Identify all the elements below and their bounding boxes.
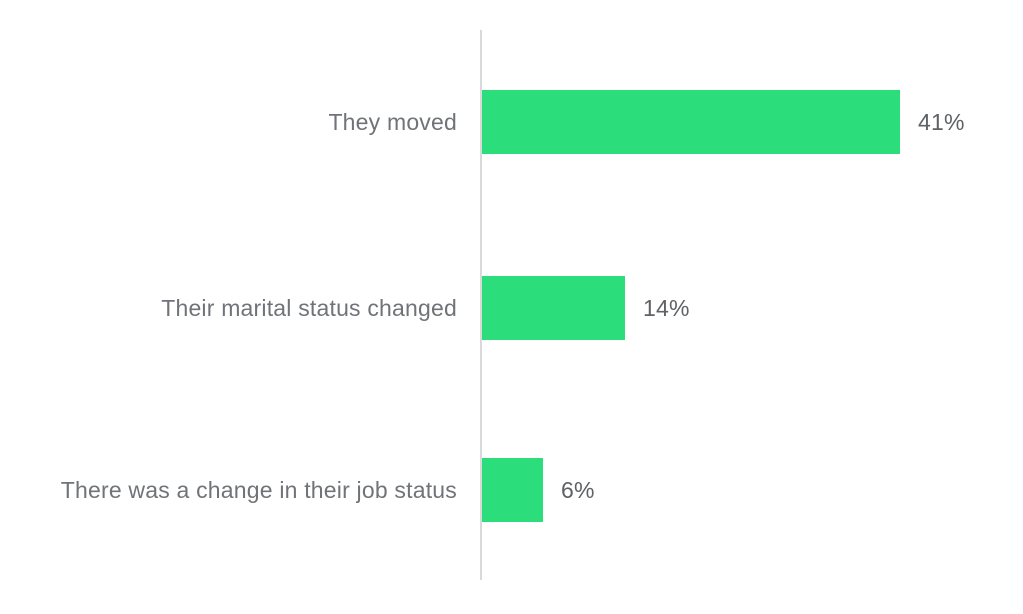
category-label: There was a change in their job status	[60, 476, 457, 503]
value-label: 41%	[918, 108, 965, 135]
value-label: 14%	[643, 294, 690, 321]
bar-track: 6%	[482, 458, 595, 522]
bar	[482, 90, 900, 154]
bar-track: 41%	[482, 90, 965, 154]
bar	[482, 276, 625, 340]
bar	[482, 458, 543, 522]
bar-row: There was a change in their job status 6…	[0, 458, 1023, 522]
value-label: 6%	[561, 476, 595, 503]
y-axis-line	[480, 30, 482, 580]
bar-row: They moved 41%	[0, 90, 1023, 154]
bar-row: Their marital status changed 14%	[0, 276, 1023, 340]
bar-track: 14%	[482, 276, 690, 340]
category-label: Their marital status changed	[161, 294, 457, 321]
category-label: They moved	[328, 108, 457, 135]
